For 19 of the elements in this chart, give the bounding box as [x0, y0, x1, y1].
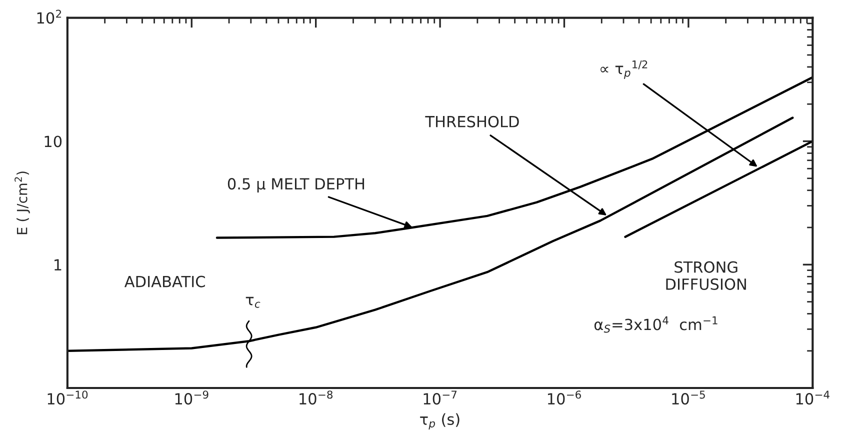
annotation: ∝ τ$_{p}$$^{1/2}$ [600, 60, 648, 79]
x-tick-label: 10$^{−5}$ [672, 390, 705, 405]
y-tick-label: 1 [54, 259, 62, 270]
x-tick-label: 10$^{−4}$ [796, 390, 830, 405]
y-axis-title: E ( J/cm$^{2}$) [14, 172, 30, 234]
x-tick-label: 10$^{−9}$ [175, 390, 208, 405]
x-tick-label: 10$^{−10}$ [48, 390, 88, 405]
x-tick-label: 10$^{−7}$ [424, 390, 457, 405]
y-tick-label: 10 [44, 136, 62, 148]
x-tick-label: 10$^{−8}$ [300, 390, 333, 405]
x-axis-title: τ$_{p}$ (s) [420, 413, 460, 430]
annotation: 0.5 μ MELT DEPTH [228, 178, 364, 193]
annotation: ADIABATIC [124, 276, 205, 288]
x-tick-label: 10$^{−6}$ [548, 390, 581, 405]
annotation: THRESHOLD [425, 116, 519, 128]
annotation: STRONG DIFFUSION [666, 261, 746, 290]
annotation: α$_{S}$=3x10$^{4}$ cm$^{−1}$ [594, 316, 718, 333]
y-tick-label: 10$^{2}$ [37, 10, 62, 24]
annotation: τ$_{c}$ [246, 296, 260, 308]
